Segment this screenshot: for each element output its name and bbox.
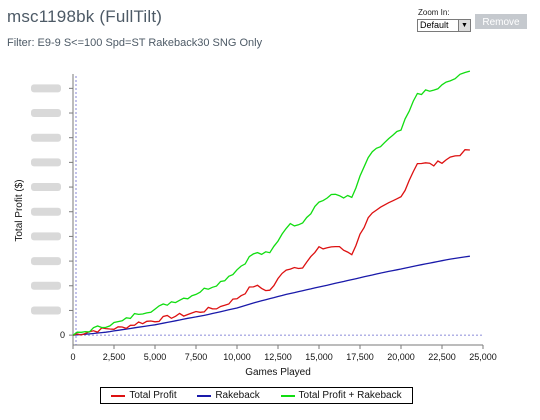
- series-line-rakeback: [72, 255, 470, 336]
- legend-label-total-plus-rakeback: Total Profit + Rakeback: [298, 390, 402, 401]
- legend-swatch-total-profit: [111, 394, 126, 397]
- y-tick-label-obscured: [31, 232, 61, 241]
- y-tick-label-obscured: [31, 183, 61, 192]
- x-tick-label: 25,000: [469, 352, 497, 362]
- x-tick-label: 15,000: [305, 352, 333, 362]
- y-tick-label: 0: [60, 330, 65, 340]
- y-tick-label-obscured: [31, 207, 61, 216]
- filter-description: Filter: E9-9 S<=100 Spd=ST Rakeback30 SN…: [7, 37, 263, 49]
- chevron-down-icon[interactable]: ▼: [458, 20, 470, 31]
- y-tick-label-obscured: [31, 158, 61, 167]
- y-tick-label-obscured: [31, 133, 61, 142]
- x-tick-label: 10,000: [223, 352, 251, 362]
- legend-label-rakeback: Rakeback: [215, 390, 260, 401]
- y-tick-label-obscured: [31, 306, 61, 315]
- x-tick-label: 22,500: [428, 352, 456, 362]
- y-tick-label-obscured: [31, 281, 61, 290]
- zoom-label: Zoom In:: [418, 8, 450, 17]
- legend-swatch-total-plus-rakeback: [280, 394, 295, 397]
- x-tick-label: 20,000: [387, 352, 415, 362]
- legend-item-total-plus-rakeback: Total Profit + Rakeback: [280, 390, 402, 401]
- series-line-total-profit: [72, 149, 470, 336]
- legend-label-total-profit: Total Profit: [129, 390, 177, 401]
- x-tick-label: 5,000: [144, 352, 167, 362]
- x-tick-label: 0: [70, 352, 75, 362]
- remove-button[interactable]: Remove: [475, 14, 527, 29]
- page-title: msc1198bk (FullTilt): [7, 7, 163, 26]
- profit-chart: 0 2,500 5,000 7,500 10,000 12,500 15,000 17,500…: [14, 70, 497, 378]
- y-axis-title: Total Profit ($): [14, 179, 25, 241]
- y-tick-label-obscured: [31, 84, 61, 93]
- x-tick-label: 7,500: [185, 352, 208, 362]
- zoom-select[interactable]: Default ▼: [417, 19, 471, 32]
- x-tick-label: 2,500: [103, 352, 126, 362]
- y-tick-label-obscured: [31, 109, 61, 118]
- chart-legend: Total Profit Rakeback Total Profit + Rak…: [100, 387, 413, 404]
- x-tick-label: 17,500: [346, 352, 374, 362]
- series-line-total-profit-rakeback: [72, 70, 471, 336]
- legend-swatch-rakeback: [197, 394, 212, 397]
- legend-item-rakeback: Rakeback: [197, 390, 260, 401]
- y-tick-label-obscured: [31, 257, 61, 266]
- legend-item-total-profit: Total Profit: [111, 390, 177, 401]
- x-axis-title: Games Played: [245, 367, 311, 378]
- x-tick-label: 12,500: [264, 352, 292, 362]
- zoom-select-value: Default: [420, 20, 449, 30]
